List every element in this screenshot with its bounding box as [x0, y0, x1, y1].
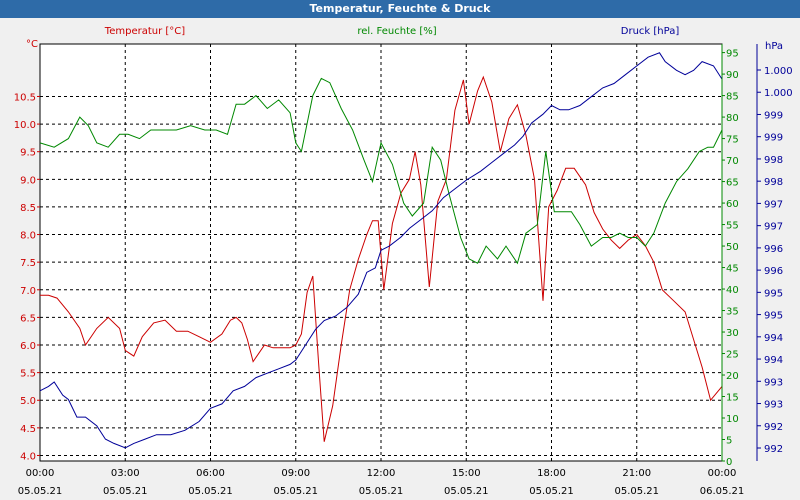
pressure-tick-label: 999: [764, 133, 783, 144]
pressure-tick-label: 997: [764, 199, 783, 210]
humidity-tick-label: 30: [726, 328, 739, 339]
x-tick-date: 05.05.21: [188, 486, 233, 497]
pressure-tick-label: 996: [764, 244, 783, 255]
x-tick-time: 09:00: [281, 468, 310, 479]
temperature-tick-label: 6.5: [20, 313, 36, 324]
pressure-unit-label: hPa: [765, 41, 783, 52]
temperature-tick-label: 8.5: [20, 203, 36, 214]
humidity-tick-label: 5: [726, 436, 732, 447]
pressure-tick-label: 995: [764, 311, 783, 322]
pressure-tick-label: 994: [764, 333, 783, 344]
x-tick-time: 12:00: [367, 468, 396, 479]
temperature-tick-label: 9.5: [20, 148, 36, 159]
humidity-tick-label: 70: [726, 156, 739, 167]
x-tick-time: 15:00: [452, 468, 481, 479]
x-tick-time: 21:00: [622, 468, 651, 479]
x-tick-date: 05.05.21: [614, 486, 659, 497]
x-tick-time: 06:00: [196, 468, 225, 479]
humidity-tick-label: 60: [726, 199, 739, 210]
humidity-tick-label: 85: [726, 92, 739, 103]
temperature-tick-label: 7.5: [20, 258, 36, 269]
humidity-tick-label: 80: [726, 113, 739, 124]
x-tick-date: 05.05.21: [103, 486, 148, 497]
humidity-tick-label: 15: [726, 393, 739, 404]
temperature-tick-label: 8.0: [20, 231, 36, 242]
pressure-tick-label: 995: [764, 288, 783, 299]
temperature-tick-label: 10.5: [14, 92, 36, 103]
temperature-tick-label: 6.0: [20, 341, 36, 352]
humidity-tick-label: 10: [726, 414, 739, 425]
pressure-line: [39, 52, 723, 449]
x-tick-date: 05.05.21: [529, 486, 574, 497]
humidity-tick-label: 75: [726, 135, 739, 146]
temperature-tick-label: 5.0: [20, 396, 36, 407]
chart-title: Temperatur, Feuchte & Druck: [0, 0, 800, 18]
temperature-axis-title: Temperatur [°C]: [104, 26, 185, 37]
axes: 00:00 05.05.21 03:00 05.05.21 06:00 05.05.21 0…: [14, 26, 793, 497]
x-tick-date: 05.05.21: [444, 486, 489, 497]
pressure-tick-label: 1.000: [764, 88, 793, 99]
pressure-tick-label: 994: [764, 355, 783, 366]
x-tick-date: 05.05.21: [18, 486, 63, 497]
humidity-tick-label: 45: [726, 264, 739, 275]
humidity-tick-label: 90: [726, 70, 739, 81]
temperature-tick-label: 10.0: [14, 120, 36, 131]
humidity-tick-label: 40: [726, 285, 739, 296]
x-tick-time: 18:00: [537, 468, 566, 479]
temperature-unit-label: °C: [26, 39, 38, 50]
temperature-line: [40, 75, 723, 442]
pressure-tick-label: 993: [764, 377, 783, 388]
temperature-tick-label: 4.0: [20, 451, 36, 462]
humidity-tick-label: 55: [726, 221, 739, 232]
pressure-tick-label: 998: [764, 155, 783, 166]
x-tick-date: 05.05.21: [359, 486, 404, 497]
pressure-tick-label: 998: [764, 177, 783, 188]
temperature-tick-label: 5.5: [20, 369, 36, 380]
pressure-tick-label: 992: [764, 444, 783, 455]
pressure-axis-title: Druck [hPa]: [621, 26, 680, 37]
humidity-tick-label: 25: [726, 350, 739, 361]
series-lines: [39, 52, 723, 449]
pressure-tick-label: 992: [764, 422, 783, 433]
temperature-tick-label: 9.0: [20, 175, 36, 186]
pressure-tick-label: 996: [764, 266, 783, 277]
x-tick-time: 00:00: [26, 468, 55, 479]
x-tick-date: 05.05.21: [273, 486, 318, 497]
pressure-tick-label: 999: [764, 110, 783, 121]
humidity-tick-label: 65: [726, 178, 739, 189]
humidity-tick-label: 20: [726, 371, 739, 382]
humidity-line: [39, 77, 723, 265]
x-tick-date: 06.05.21: [700, 486, 745, 497]
x-tick-time: 00:00: [708, 468, 737, 479]
x-tick-time: 03:00: [111, 468, 140, 479]
pressure-tick-label: 997: [764, 222, 783, 233]
pressure-tick-label: 1.000: [764, 66, 793, 77]
temperature-tick-label: 4.5: [20, 424, 36, 435]
humidity-tick-label: 50: [726, 242, 739, 253]
humidity-tick-label: 95: [726, 49, 739, 60]
humidity-axis-title: rel. Feuchte [%]: [357, 26, 436, 37]
pressure-tick-label: 993: [764, 400, 783, 411]
temperature-tick-label: 7.0: [20, 286, 36, 297]
humidity-tick-label: 35: [726, 307, 739, 318]
humidity-tick-label: 0: [726, 457, 732, 468]
